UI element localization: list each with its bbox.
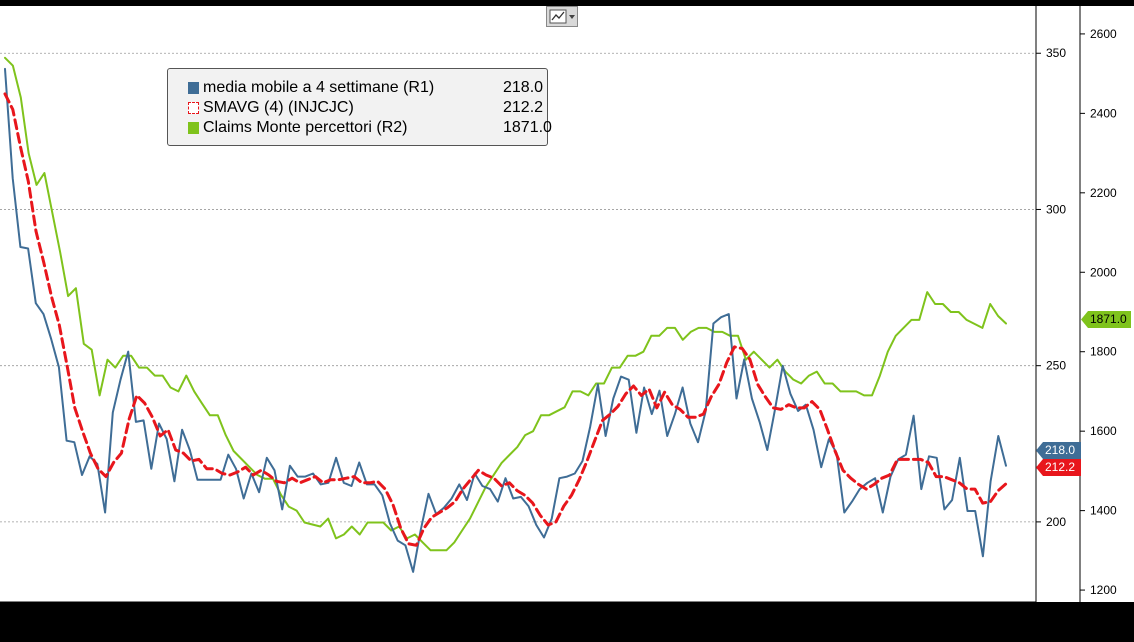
chart-legend: media mobile a 4 settimane (R1) 218.0 SM… [167,68,552,146]
month-label: Feb [161,605,182,619]
month-label: Dec [530,605,551,619]
legend-label: SMAVG (4) (INJCJC) [203,99,354,116]
line-chart-icon [549,9,575,24]
month-label: Apr [679,605,698,619]
series-lines [3,56,1008,573]
month-label: May [271,605,294,619]
grid-lines [0,52,1036,523]
legend-entry: Claims Monte percettori (R2) 1871.0 [186,118,552,138]
legend-label: Claims Monte percettori (R2) [203,119,408,136]
month-label: Dec [973,605,994,619]
legend-entry: SMAVG (4) (INJCJC) 212.2 [186,98,547,118]
legend-swatch-media [188,82,199,94]
month-label: Jan [1011,605,1030,619]
last-value-flag-media: 218.0 [1036,442,1081,459]
legend-value: 218.0 [503,79,544,96]
r2-tick-label: 1400 [1090,504,1117,518]
r2-tick-label: 2000 [1090,265,1117,279]
month-label: Jun [752,605,771,619]
last-value-flag-claims: 1871.0 [1081,311,1131,328]
legend-swatch-claims [188,122,199,134]
r1-tick-label: 350 [1046,46,1066,60]
month-label: Nov [50,605,71,619]
year-label: 2021 [48,621,75,635]
month-label: Mar [198,605,219,619]
x-axis: Oct Nov Dec Jan Feb Mar Apr May Jun Jul Aug Sep Oct N… [0,601,1036,638]
month-label: Dec [87,605,108,619]
month-label: Sep [862,605,884,619]
r1-tick-label: 300 [1046,202,1066,216]
month-label: Oct [457,605,476,619]
year-label: 2023 [767,621,794,635]
month-label: Jul [348,605,363,619]
flag-label: 212.2 [1045,460,1076,474]
month-label: Jan [125,605,144,619]
r2-tick-label: 2400 [1090,106,1117,120]
month-label: May [714,605,737,619]
legend-label: media mobile a 4 settimane (R1) [203,79,435,96]
legend-value: 1871.0 [503,119,552,136]
year-label: 2022 [324,621,351,635]
month-label: Feb [604,605,625,619]
r2-tick-label: 1600 [1090,424,1117,438]
month-label: Apr [236,605,255,619]
axes: 200 250 300 350 1200 1400 1600 1800 2000 2200 2400… [1035,6,1117,602]
flag-label: 218.0 [1045,443,1076,457]
year-label: 2024 [1007,621,1034,635]
month-label: Nov [936,605,957,619]
legend-entry: media mobile a 4 settimane (R1) 218.0 [186,78,547,98]
chart-type-button[interactable] [546,6,578,27]
month-label: Aug [382,605,403,619]
month-label: Jul [791,605,806,619]
flag-label: 1871.0 [1090,312,1127,326]
top-toolbar-strip [0,0,1134,6]
right-axis-background [1036,6,1134,602]
month-label: Sep [419,605,441,619]
r1-tick-label: 250 [1046,359,1066,373]
r2-tick-label: 1800 [1090,345,1117,359]
claims-series-line [4,56,1007,552]
month-label: Jan [568,605,587,619]
legend-swatch-smavg [188,102,199,114]
legend-value: 212.2 [503,99,544,116]
month-label: Mar [641,605,662,619]
month-label: Oct [900,605,919,619]
r1-tick-label: 200 [1046,515,1066,529]
smavg-series-line [3,92,1008,547]
media-series-line [4,67,1007,573]
r2-tick-label: 2200 [1090,186,1117,200]
month-label: Jun [310,605,329,619]
month-label: Oct [15,605,34,619]
last-value-flag-smavg: 212.2 [1036,459,1081,476]
r2-tick-label: 2600 [1090,27,1117,41]
r2-tick-label: 1200 [1090,583,1117,597]
month-label: Aug [825,605,846,619]
month-label: Nov [493,605,514,619]
